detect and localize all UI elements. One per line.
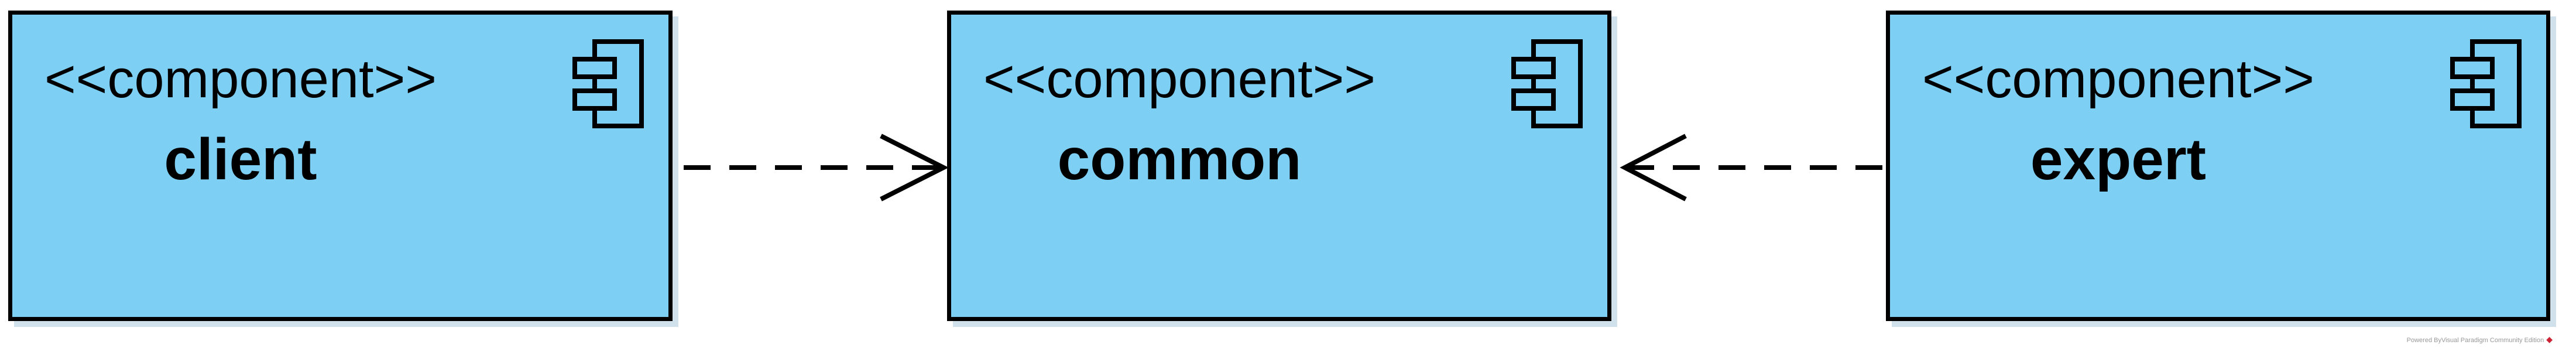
component-name: common: [1057, 127, 1302, 192]
component-expert[interactable]: <<component>> expert: [1886, 11, 2550, 321]
open-arrowhead: [880, 134, 949, 202]
footer-watermark: Powered ByVisual Paradigm Community Edit…: [2407, 335, 2553, 344]
stereotype-label: <<component>>: [44, 49, 437, 109]
open-arrowhead: [1620, 134, 1687, 202]
stereotype-label: <<component>>: [983, 49, 1376, 109]
component-icon: [2450, 39, 2522, 128]
stereotype-label: <<component>>: [1922, 49, 2315, 109]
component-icon: [572, 39, 644, 128]
dependency-client-to-common[interactable]: [684, 134, 949, 202]
footer-text: Powered ByVisual Paradigm Community Edit…: [2406, 337, 2544, 344]
component-icon: [1511, 39, 1583, 128]
component-common[interactable]: <<component>> common: [947, 11, 1611, 321]
vp-logo-icon: ◆: [2546, 335, 2553, 344]
component-client[interactable]: <<component>> client: [8, 11, 673, 321]
component-name: client: [164, 127, 317, 192]
component-name: expert: [2030, 127, 2207, 192]
dependency-expert-to-common[interactable]: [1620, 134, 1882, 202]
